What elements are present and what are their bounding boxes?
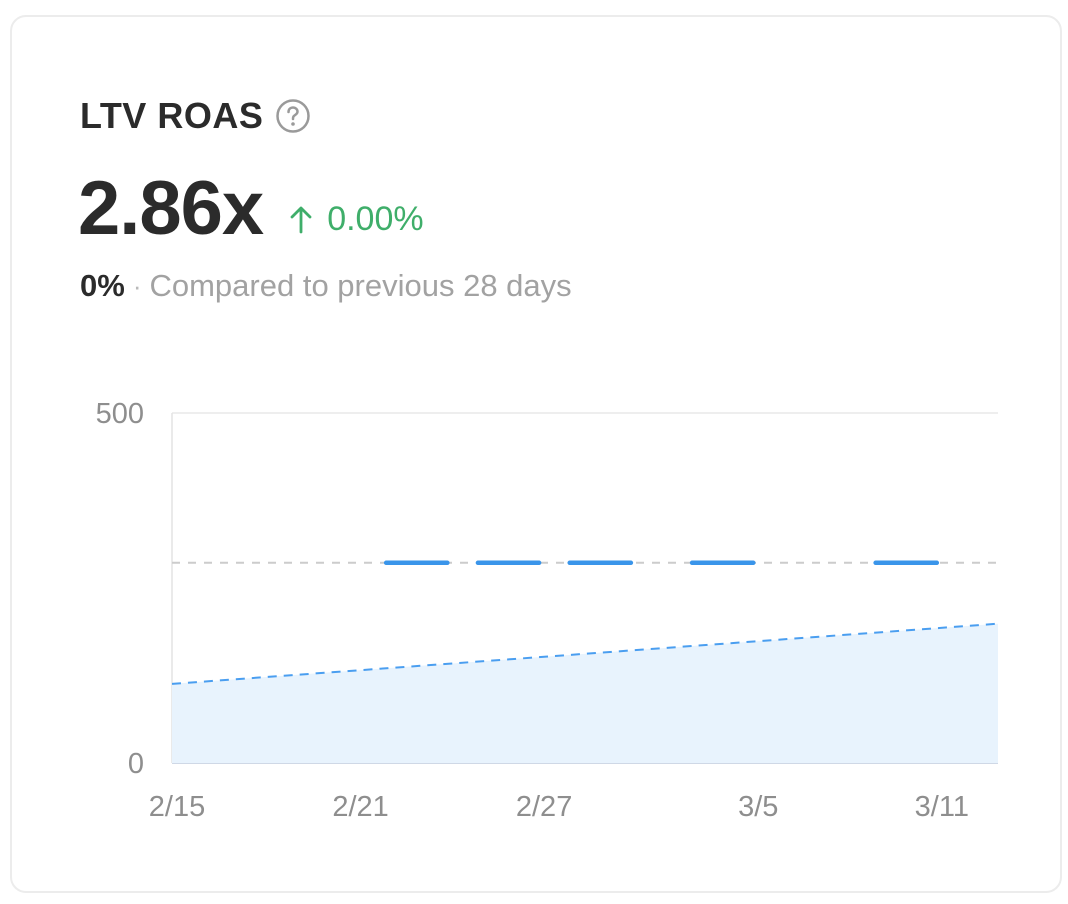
delta-text: 0.00% <box>327 199 424 238</box>
question-circle-icon[interactable] <box>275 98 311 134</box>
area-fill <box>172 623 998 763</box>
x-tick-label: 3/11 <box>915 791 969 823</box>
title-row: LTV ROAS <box>80 95 311 137</box>
x-tick-label: 2/15 <box>149 791 205 823</box>
x-tick-label: 2/21 <box>332 791 388 823</box>
ltv-roas-chart: 0 500 2/15 2/21 2/27 3/5 3/11 <box>96 398 999 823</box>
ltv-roas-card: LTV ROAS 2.86x 0.00% 0% · Compared to pr… <box>10 15 1062 893</box>
comparison-row: 0% · Compared to previous 28 days <box>80 268 572 304</box>
comparison-text: Compared to previous 28 days <box>149 268 572 303</box>
arrow-up-icon <box>287 204 315 234</box>
comparison-separator: · <box>132 270 142 301</box>
x-tick-label: 3/5 <box>738 791 778 823</box>
y-tick-label: 0 <box>128 748 144 780</box>
series-line <box>171 622 999 685</box>
metric-value: 2.86x <box>78 166 264 251</box>
card-title: LTV ROAS <box>80 95 264 136</box>
y-tick-label: 500 <box>96 398 144 430</box>
comparison-percent: 0% <box>80 268 125 303</box>
x-tick-label: 2/27 <box>516 791 572 823</box>
delta-badge: 0.00% <box>287 199 424 239</box>
metric-row: 2.86x 0.00% <box>78 165 424 252</box>
